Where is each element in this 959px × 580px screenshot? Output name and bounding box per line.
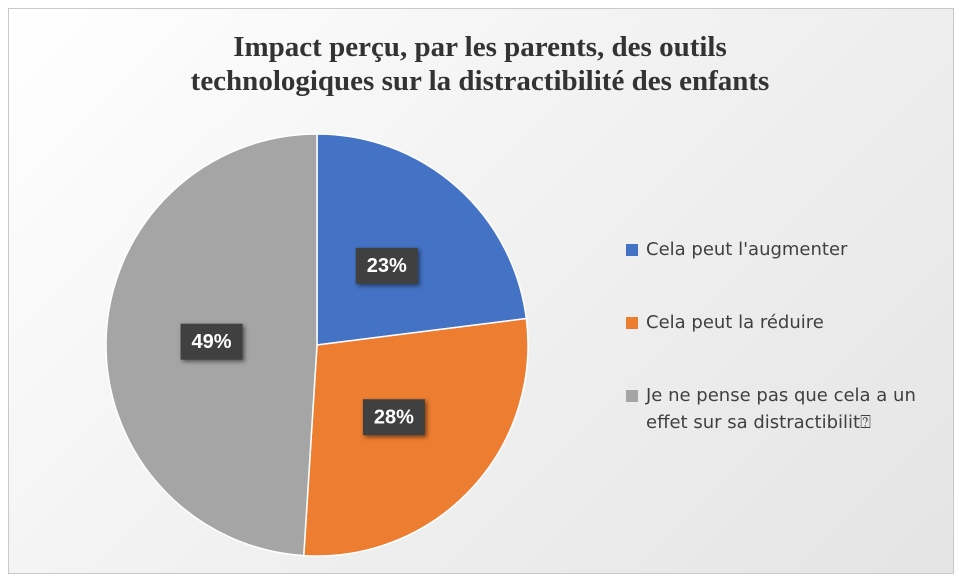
legend-label: Cela peut la réduire bbox=[646, 312, 824, 333]
data-label-box bbox=[362, 399, 425, 436]
data-label: 49% bbox=[192, 331, 232, 353]
legend-swatch bbox=[626, 244, 638, 256]
legend-item: Cela peut la réduire bbox=[626, 309, 956, 336]
data-label-box bbox=[180, 323, 243, 360]
legend-label: Cela peut l'augmenter bbox=[646, 239, 848, 260]
legend: Cela peut l'augmenter Cela peut la réduir… bbox=[626, 236, 956, 482]
legend-item: Je ne pense pas que cela a un effet sur … bbox=[626, 382, 956, 436]
legend-item: Cela peut l'augmenter bbox=[626, 236, 956, 263]
pie-slice bbox=[316, 133, 528, 346]
data-label: 28% bbox=[374, 407, 414, 429]
legend-swatch bbox=[626, 317, 638, 329]
chart-title: Impact perçu, par les parents, des outil… bbox=[190, 31, 770, 97]
legend-label: Je ne pense pas que cela a un effet sur … bbox=[646, 385, 916, 433]
legend-swatch bbox=[626, 390, 638, 402]
data-label: 23% bbox=[367, 255, 407, 277]
pie-slice bbox=[302, 317, 529, 557]
data-label-box bbox=[355, 247, 418, 284]
